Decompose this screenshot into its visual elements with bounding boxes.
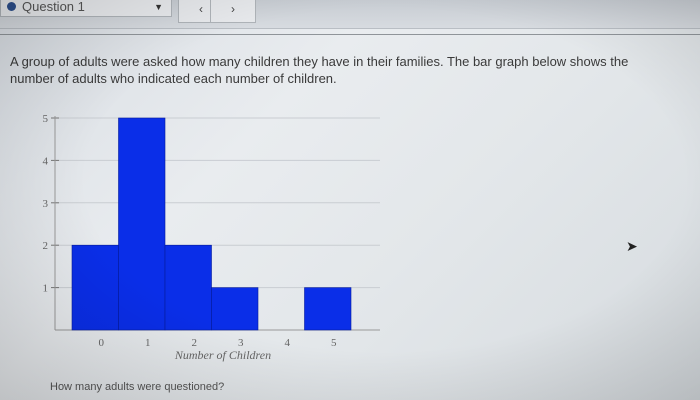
y-tick-label: 2 [43, 240, 49, 252]
bar-chart: 1 2 3 4 5 0 1 2 3 4 5 Number of Children [0, 100, 420, 380]
x-tick-label: 3 [238, 337, 244, 349]
y-tick-label: 5 [43, 113, 49, 125]
y-tick-label: 4 [43, 155, 49, 167]
chevron-left-icon: ‹ [199, 2, 203, 16]
bar-chart-svg: 1 2 3 4 5 0 1 2 3 4 5 Number of Children [43, 113, 380, 362]
bar-1 [118, 117, 166, 331]
chevron-down-icon: ▼ [154, 2, 163, 12]
divider [0, 34, 700, 35]
x-tick-label: 2 [192, 337, 198, 349]
bar-2 [164, 244, 212, 331]
bar-3 [211, 287, 259, 331]
x-tick-label: 0 [99, 337, 105, 349]
question-toolbar: Question 1 ▼ ‹ › [0, 0, 700, 29]
x-axis-label: Number of Children [174, 348, 271, 362]
chevron-right-icon: › [231, 2, 235, 16]
bar-5 [304, 287, 352, 331]
x-tick-label: 1 [145, 337, 151, 349]
question-prompt: A group of adults were asked how many ch… [10, 54, 629, 86]
status-dot-icon [7, 1, 16, 11]
question-selector-label: Question 1 [22, 0, 85, 14]
y-tick-label: 1 [43, 283, 49, 295]
mouse-pointer-icon: ➤ [626, 238, 638, 254]
next-question-button[interactable]: › [210, 0, 256, 23]
x-tick-label: 5 [331, 337, 337, 349]
question-selector[interactable]: Question 1 ▼ [0, 0, 172, 17]
y-tick-label: 3 [43, 198, 49, 210]
x-tick-label: 4 [285, 337, 291, 349]
question-text: How many adults were questioned? [50, 381, 225, 393]
bar-0 [71, 244, 119, 331]
